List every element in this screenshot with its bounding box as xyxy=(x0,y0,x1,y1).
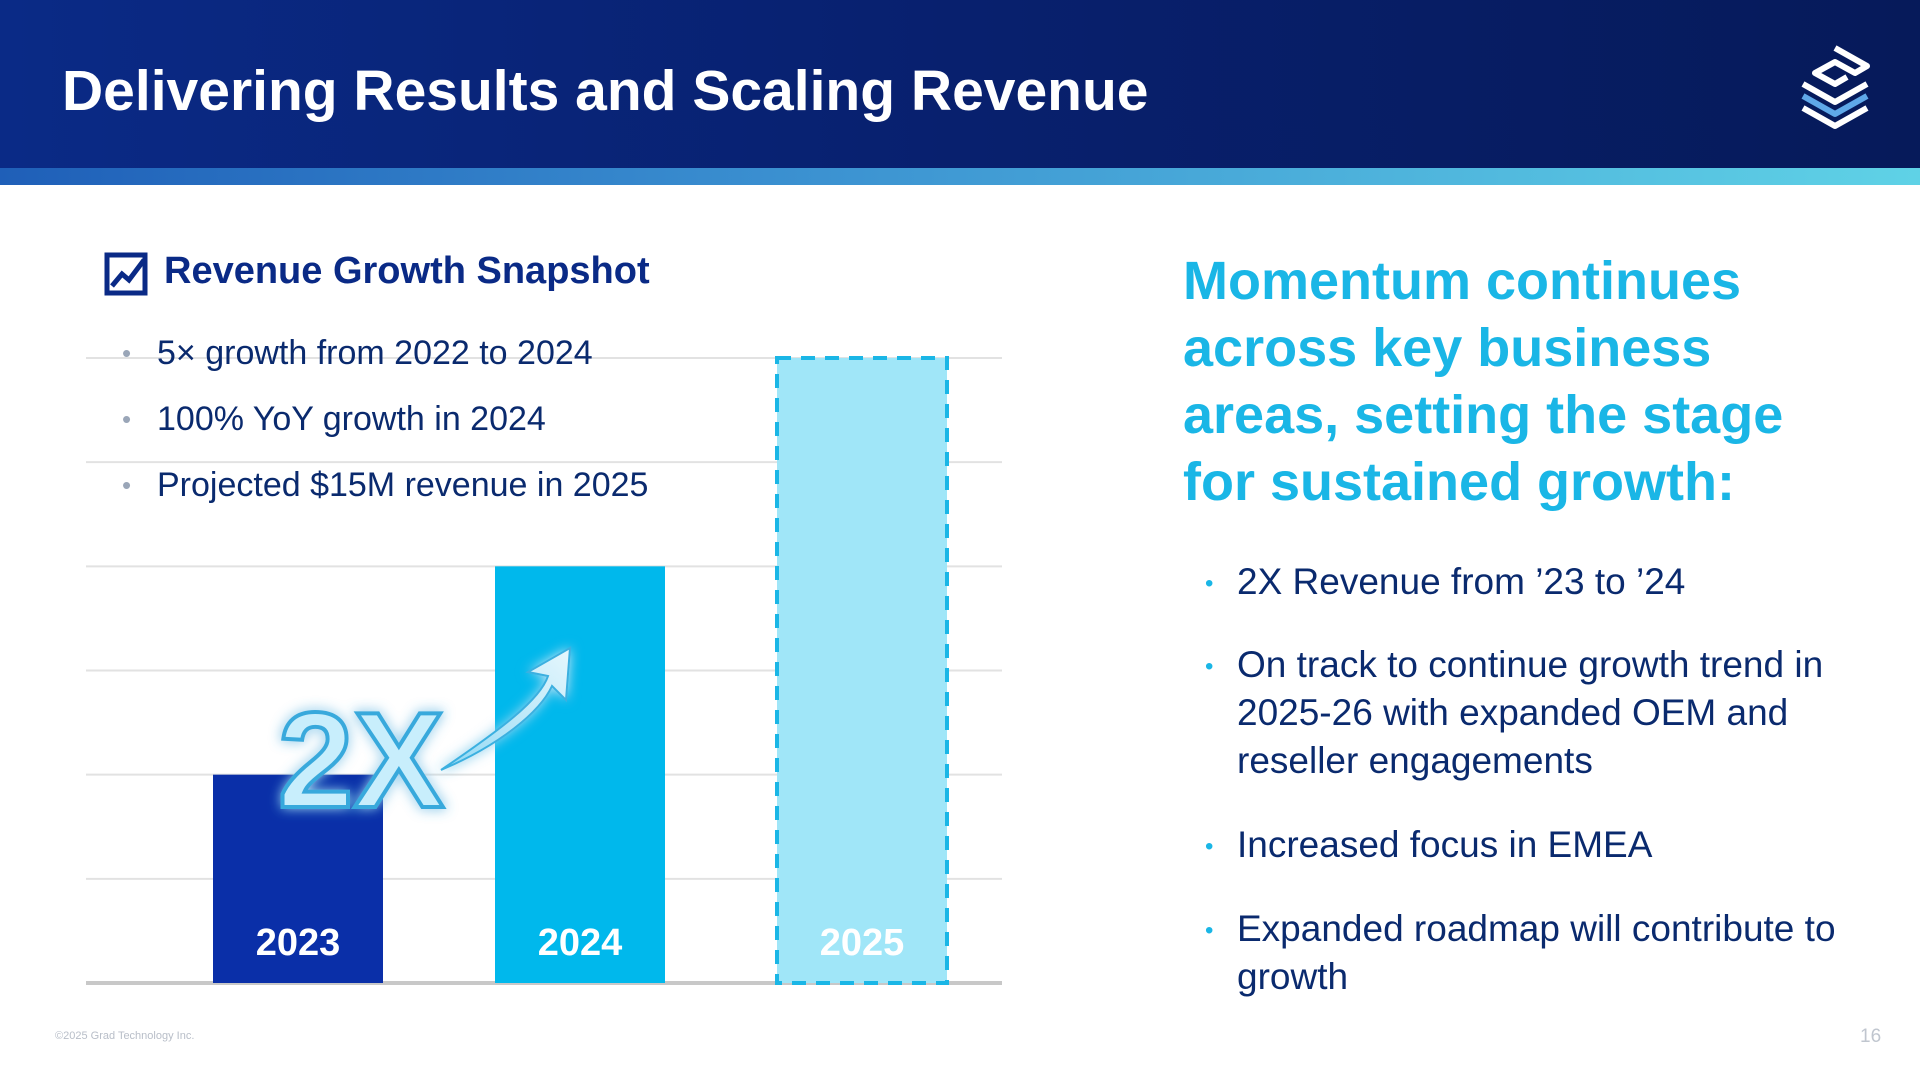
bullet: On track to continue growth trend in 202… xyxy=(1205,641,1847,785)
slide-title: Delivering Results and Scaling Revenue xyxy=(62,59,1149,123)
bar xyxy=(495,566,665,983)
copyright: ©2025 Grad Technology Inc. xyxy=(55,1030,195,1042)
bullet: 5× growth from 2022 to 2024 xyxy=(122,334,593,373)
bullet: Expanded roadmap will contribute to grow… xyxy=(1205,905,1847,1001)
bullet: 2X Revenue from ’23 to ’24 xyxy=(1205,558,1847,608)
category-label: 2025 xyxy=(820,922,905,964)
right-heading: Momentum continues across key business are… xyxy=(1183,248,1783,516)
bullet: Projected $15M revenue in 2025 xyxy=(122,466,648,505)
bullet: Increased focus in EMEA xyxy=(1205,821,1847,871)
heading-line: areas, setting the stage xyxy=(1183,385,1784,445)
category-label: 2024 xyxy=(538,922,623,964)
heading-line: for sustained growth: xyxy=(1183,452,1735,512)
header-strip xyxy=(0,168,1920,185)
bar xyxy=(775,356,949,985)
heading-line: Momentum continues xyxy=(1183,251,1742,311)
header-bar xyxy=(0,0,1920,168)
growth-arrow xyxy=(440,646,572,771)
bullet: 100% YoY growth in 2024 xyxy=(122,400,546,439)
page-number: 16 xyxy=(1860,1026,1882,1047)
bar xyxy=(213,774,383,983)
logo xyxy=(1801,45,1870,129)
category-label: 2023 xyxy=(256,922,341,964)
annotation: 2X xyxy=(278,684,444,836)
section-heading: Revenue Growth Snapshot xyxy=(164,250,650,292)
check-icon xyxy=(104,252,148,296)
heading-line: across key business xyxy=(1183,318,1712,378)
